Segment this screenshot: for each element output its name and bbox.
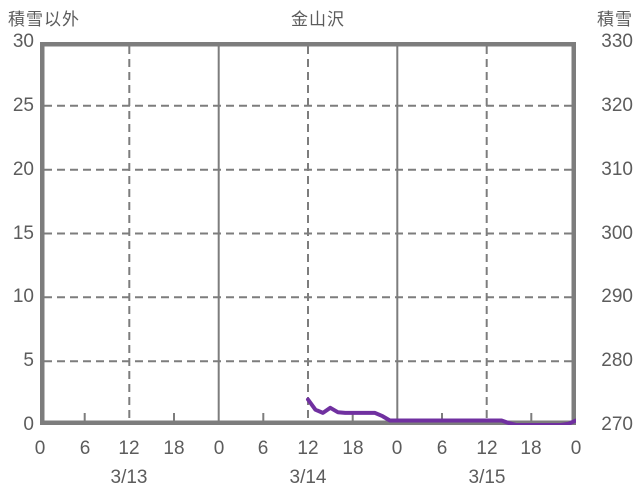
x-hour-label: 0 — [391, 438, 403, 459]
right-axis-tick-label: 270 — [601, 414, 633, 435]
x-hour-label: 18 — [342, 438, 364, 459]
left-axis-tick-label: 5 — [23, 350, 34, 371]
left-axis-tick-label: 20 — [12, 159, 34, 180]
x-hour-label: 12 — [118, 438, 140, 459]
x-hour-label: 0 — [213, 438, 225, 459]
x-hour-label: 6 — [79, 438, 91, 459]
right-axis-tick-label: 310 — [601, 159, 633, 180]
chart-title: 金山沢 — [291, 10, 345, 29]
x-hour-label: 12 — [476, 438, 498, 459]
x-day-label: 3/15 — [468, 467, 506, 488]
left-axis-tick-label: 30 — [12, 31, 34, 52]
x-hour-label: 18 — [520, 438, 542, 459]
x-hour-label: 18 — [163, 438, 185, 459]
left-axis-tick-label: 10 — [12, 286, 34, 307]
right-axis-tick-label: 290 — [601, 286, 633, 307]
right-axis-title: 積雪 — [597, 10, 633, 29]
right-axis-tick-label: 280 — [601, 350, 633, 371]
left-axis-tick-label: 15 — [12, 223, 34, 244]
x-day-label: 3/13 — [110, 467, 148, 488]
right-axis-tick-label: 300 — [601, 223, 633, 244]
plot-border — [40, 42, 576, 425]
x-hour-label: 0 — [570, 438, 582, 459]
x-hour-label: 6 — [257, 438, 269, 459]
x-day-label: 3/14 — [289, 467, 327, 488]
x-hour-label: 0 — [34, 438, 46, 459]
plot-area — [40, 42, 576, 425]
x-hour-label: 12 — [297, 438, 319, 459]
left-axis-tick-label: 25 — [12, 95, 34, 116]
left-axis-tick-label: 0 — [23, 414, 34, 435]
x-hour-label: 6 — [436, 438, 448, 459]
left-axis-title: 積雪以外 — [8, 10, 80, 29]
right-axis-tick-label: 330 — [601, 31, 633, 52]
series-line-snow-depth — [306, 397, 576, 425]
right-axis-tick-label: 320 — [601, 95, 633, 116]
